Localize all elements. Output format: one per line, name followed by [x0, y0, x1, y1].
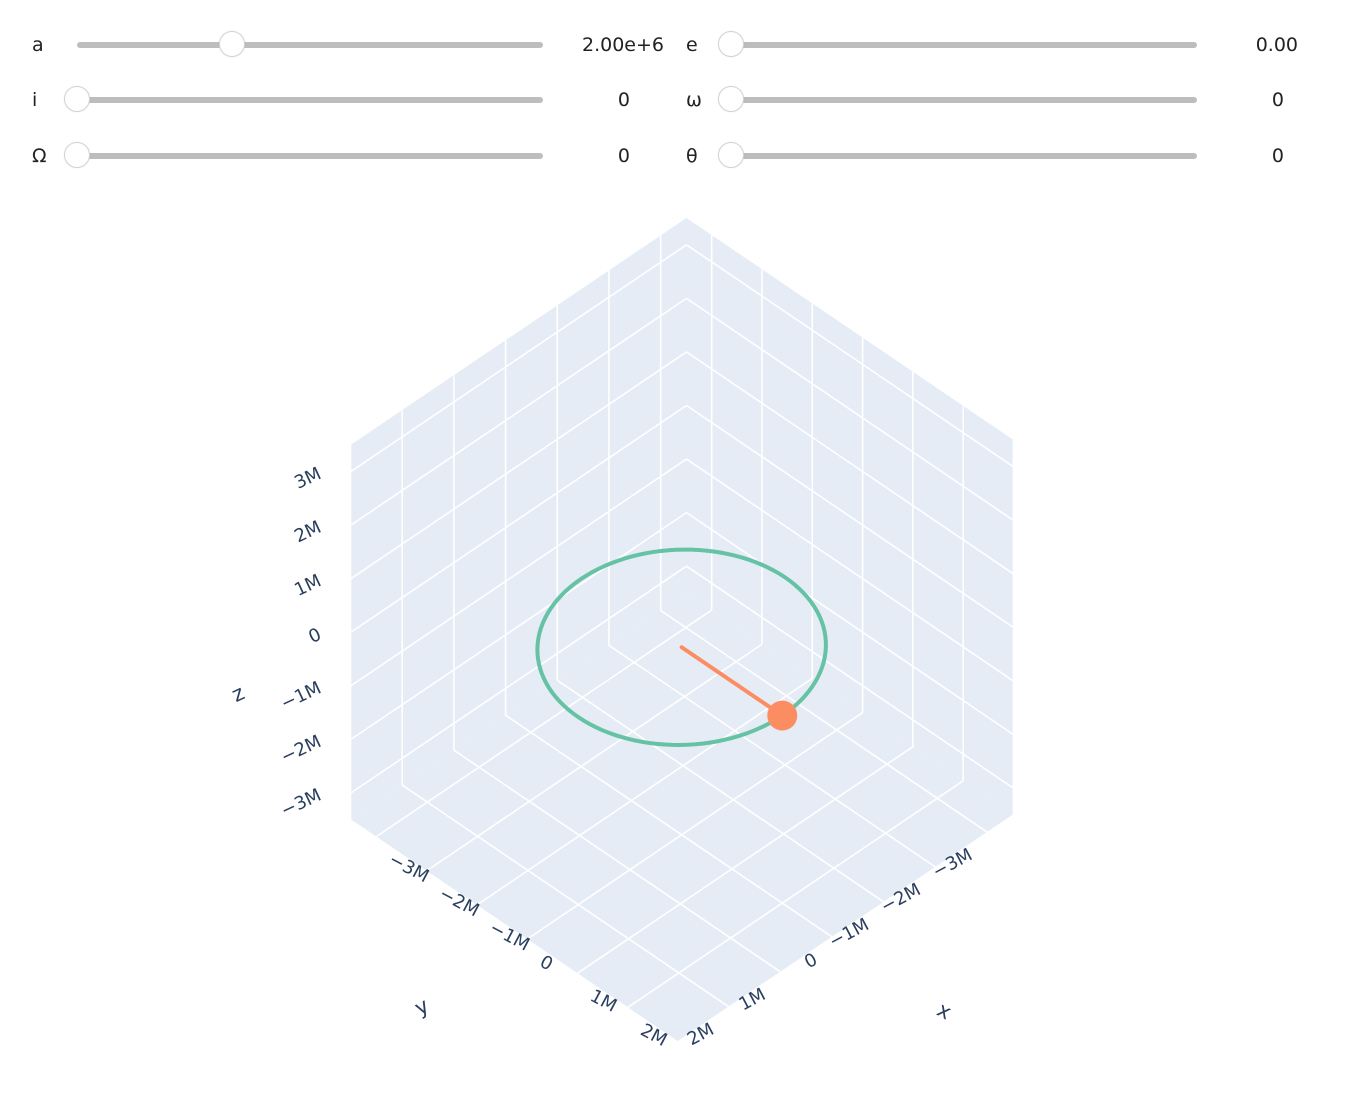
grid-x-on-floor [526, 711, 864, 941]
grid-x-on-floor [475, 677, 813, 907]
z-tick-label: −3M [278, 785, 325, 822]
grid-z-on-back-wall [686, 244, 1014, 468]
slider-track-e[interactable] [731, 42, 1197, 48]
plot-traces [535, 547, 828, 747]
grid-z-on-side-wall [350, 565, 687, 794]
grid-y-on-floor [350, 819, 678, 1043]
z-tick-label: 0 [305, 624, 324, 648]
slider-value-e: 0.00 [1255, 34, 1298, 56]
slider-value-i: 0 [617, 89, 630, 111]
orbit-3d-plot[interactable]: −3M−2M−1M01M2M3M−3M−2M−1M01M2M−3M−2M−1M0… [0, 190, 1359, 1095]
slider-label-raan: Ω [32, 145, 47, 167]
slider-knob-omega[interactable] [718, 86, 744, 112]
grid-x-on-floor [375, 609, 713, 838]
z-tick-label: −1M [278, 678, 325, 715]
grid-z-on-side-wall [350, 458, 687, 687]
grid-z-on-back-wall [686, 404, 1014, 629]
slider-label-e: e [686, 34, 698, 56]
slider-label-a: a [32, 34, 44, 56]
x-tick-label: 0 [536, 951, 556, 975]
slider-track-i[interactable] [77, 97, 543, 103]
slider-row-raan: Ω 0 [30, 138, 670, 174]
slider-value-omega: 0 [1271, 89, 1284, 111]
slider-knob-raan[interactable] [64, 142, 90, 168]
grid-z-on-back-wall [686, 565, 1014, 789]
grid-x-on-floor [576, 746, 914, 975]
grid-y-on-floor [660, 609, 989, 834]
slider-knob-e[interactable] [718, 31, 744, 57]
slider-row-omega: ω 0 [684, 82, 1324, 118]
slider-track-omega[interactable] [731, 97, 1197, 103]
slider-row-i: i 0 [30, 82, 670, 118]
orbiting-body-marker [767, 700, 798, 731]
grid-z-on-side-wall [350, 244, 687, 473]
grid-y-on-floor [556, 679, 885, 903]
y-axis-title: y [411, 993, 433, 1020]
z-tick-label: 3M [291, 463, 324, 493]
grid-z-on-back-wall [686, 351, 1014, 575]
grid-x-on-floor [677, 814, 1014, 1043]
slider-value-raan: 0 [617, 145, 630, 167]
orbit-trace [535, 547, 828, 747]
slider-knob-theta[interactable] [718, 142, 744, 168]
slider-label-i: i [32, 89, 38, 111]
slider-label-omega: ω [686, 89, 702, 111]
grid-y-on-floor [401, 784, 730, 1008]
grid-z-on-back-wall [686, 511, 1014, 736]
grid-y-on-floor [608, 644, 937, 869]
slider-track-a[interactable] [77, 42, 543, 48]
x-axis-title: x [933, 997, 955, 1024]
grid-y-on-floor [453, 749, 782, 973]
z-tick-label: 1M [291, 570, 324, 600]
slider-track-raan[interactable] [77, 153, 543, 159]
z-tick-label: 2M [291, 517, 324, 547]
z-axis-title: z [228, 680, 248, 706]
slider-row-a: a 2.00e+6 [30, 27, 670, 63]
slider-label-theta: θ [686, 145, 698, 167]
slider-value-a: 2.00e+6 [581, 34, 664, 56]
slider-row-theta: θ 0 [684, 138, 1324, 174]
grid-z-on-back-wall [686, 297, 1014, 522]
slider-value-theta: 0 [1271, 145, 1284, 167]
y-tick-label: 0 [801, 949, 821, 973]
grid-z-on-side-wall [350, 511, 687, 741]
grid-z-on-side-wall [350, 404, 687, 634]
grid-z-on-side-wall [350, 351, 687, 580]
slider-knob-i[interactable] [64, 86, 90, 112]
plot-gridlines [349, 235, 1015, 1043]
slider-track-theta[interactable] [731, 153, 1197, 159]
grid-z-on-side-wall [350, 297, 687, 527]
radius-vector-line [679, 645, 785, 718]
grid-z-on-back-wall [686, 458, 1014, 682]
wall-floor [350, 593, 1014, 1042]
slider-row-e: e 0.00 [684, 27, 1324, 63]
grid-x-on-floor [626, 780, 964, 1009]
orbit-controls: a 2.00e+6 e 0.00 i 0 ω 0 Ω 0 θ 0 [0, 0, 1359, 190]
z-tick-label: −2M [278, 731, 325, 768]
grid-y-on-floor [505, 714, 834, 938]
grid-x-on-floor [425, 643, 763, 872]
slider-knob-a[interactable] [219, 31, 245, 57]
